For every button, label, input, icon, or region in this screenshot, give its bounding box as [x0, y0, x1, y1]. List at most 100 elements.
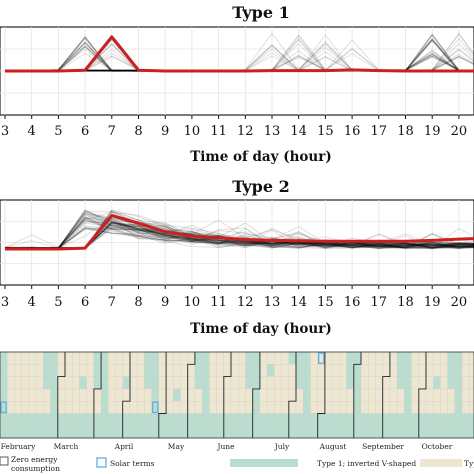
x-tick-label: 14: [290, 124, 307, 139]
calendar-cell-type1: [43, 425, 51, 439]
calendar-cell-type1: [447, 413, 455, 426]
calendar-cell-type1: [396, 364, 405, 377]
legend-other-type-symbol: [420, 459, 462, 467]
month-boundary: [252, 352, 261, 439]
calendar-cell-type1: [57, 425, 66, 439]
calendar-cell-other: [461, 351, 470, 365]
x-tick-label: 19: [424, 295, 441, 310]
calendar-cell-other: [14, 376, 22, 390]
member-curve: [5, 42, 474, 72]
calendar-cell-type1: [238, 413, 246, 426]
calendar-cell-type1: [396, 413, 405, 426]
member-curve: [4, 55, 474, 72]
calendar-cell-other: [14, 401, 22, 414]
calendar-cell-other: [115, 351, 123, 365]
calendar-cell-other: [317, 401, 326, 414]
legend-other-type-label: Type: [464, 459, 474, 468]
calendar-cell-other: [461, 401, 470, 414]
calendar-cell-other: [433, 388, 441, 402]
calendar-cell-type1: [295, 364, 304, 377]
month-label: August: [319, 442, 347, 451]
month-boundary: [93, 352, 102, 439]
calendar-cell-other: [310, 351, 318, 365]
calendar-cell-type1: [346, 376, 354, 390]
calendar-cell-type1: [100, 351, 109, 365]
member-curve: [4, 36, 474, 72]
calendar-cell-other: [209, 388, 217, 402]
calendar-cell-other: [368, 376, 376, 390]
calendar-cell-type1: [346, 425, 354, 439]
calendar-cell-type1: [295, 413, 304, 426]
calendar-cell-other: [79, 351, 87, 365]
calendar-cell-other: [122, 351, 131, 365]
calendar-cell-other: [447, 388, 455, 402]
calendar-cell-other: [331, 388, 340, 402]
calendar-cell-other: [7, 351, 15, 365]
calendar-cell-other: [259, 351, 268, 365]
calendar-cell-type1: [50, 364, 58, 377]
calendar-cell-type1: [144, 351, 152, 365]
calendar-cell-other: [35, 351, 44, 365]
x-tick-label: 8: [134, 295, 142, 310]
calendar-cell-type1: [396, 351, 405, 365]
calendar-cell-type1: [194, 425, 203, 439]
calendar-cell-type1: [0, 413, 8, 426]
calendar-cell-other: [158, 351, 167, 365]
calendar-cell-type1: [404, 376, 412, 390]
calendar-cell-type1: [50, 401, 58, 414]
calendar-solar-terms: [0, 352, 325, 414]
calendar-cell-type1: [50, 388, 58, 402]
calendar-cell-type1: [202, 413, 210, 426]
calendar-cell-type1: [447, 351, 455, 365]
x-tick-label: 13: [264, 124, 281, 139]
calendar-cell-other: [223, 388, 232, 402]
calendar-cell-other: [324, 364, 333, 377]
member-curve: [4, 211, 474, 250]
calendar-cell-type1: [353, 364, 362, 377]
calendar-cell-type1: [194, 413, 203, 426]
calendar-cell-type1: [14, 413, 22, 426]
calendar-cell-type1: [324, 425, 333, 439]
calendar-cell-other: [259, 388, 268, 402]
calendar-cell-type1: [79, 413, 87, 426]
calendar-cell-type1: [447, 376, 455, 390]
calendar-cell-other: [223, 376, 232, 390]
calendar-cell-type1: [64, 425, 73, 439]
calendar-cell-type1: [461, 425, 470, 439]
calendar-cell-other: [209, 376, 217, 390]
calendar-cell-type1: [303, 364, 311, 377]
calendar-cell-other: [28, 376, 37, 390]
type2-representative-curve: [5, 214, 474, 251]
calendar-cell-type1: [14, 425, 22, 439]
member-curve: [4, 50, 474, 72]
calendar-cell-other: [173, 401, 181, 414]
calendar-cell-type1: [173, 413, 181, 426]
x-tick-label: 19: [424, 124, 441, 139]
member-curve: [4, 55, 474, 72]
calendar-cell-other: [238, 364, 246, 377]
calendar-cell-type1: [303, 401, 311, 414]
calendar-cell-other: [180, 376, 188, 390]
x-tick-label: 20: [451, 295, 468, 310]
x-tick-label: 13: [264, 295, 281, 310]
calendar-cell-other: [469, 401, 474, 414]
calendar-cell-type1: [108, 425, 116, 439]
calendar-cell-type1: [469, 425, 474, 439]
calendar-cell-other: [418, 376, 427, 390]
calendar-cell-other: [86, 388, 94, 402]
x-tick-label: 6: [81, 124, 89, 139]
type2-xlabel: Time of day (hour): [190, 321, 332, 337]
month-boundary: [353, 352, 362, 439]
calendar-cell-other: [43, 388, 51, 402]
calendar-cell-other: [165, 388, 174, 402]
calendar-cell-type1: [158, 425, 167, 439]
calendar-cell-type1: [454, 351, 463, 365]
calendar-cell-other: [194, 401, 203, 414]
calendar-cell-type1: [209, 425, 217, 439]
calendar-cell-type1: [454, 401, 463, 414]
calendar-cell-type1: [0, 364, 8, 377]
member-curve: [4, 214, 474, 249]
member-curve: [4, 216, 474, 250]
solar-term-marker: [318, 352, 325, 364]
